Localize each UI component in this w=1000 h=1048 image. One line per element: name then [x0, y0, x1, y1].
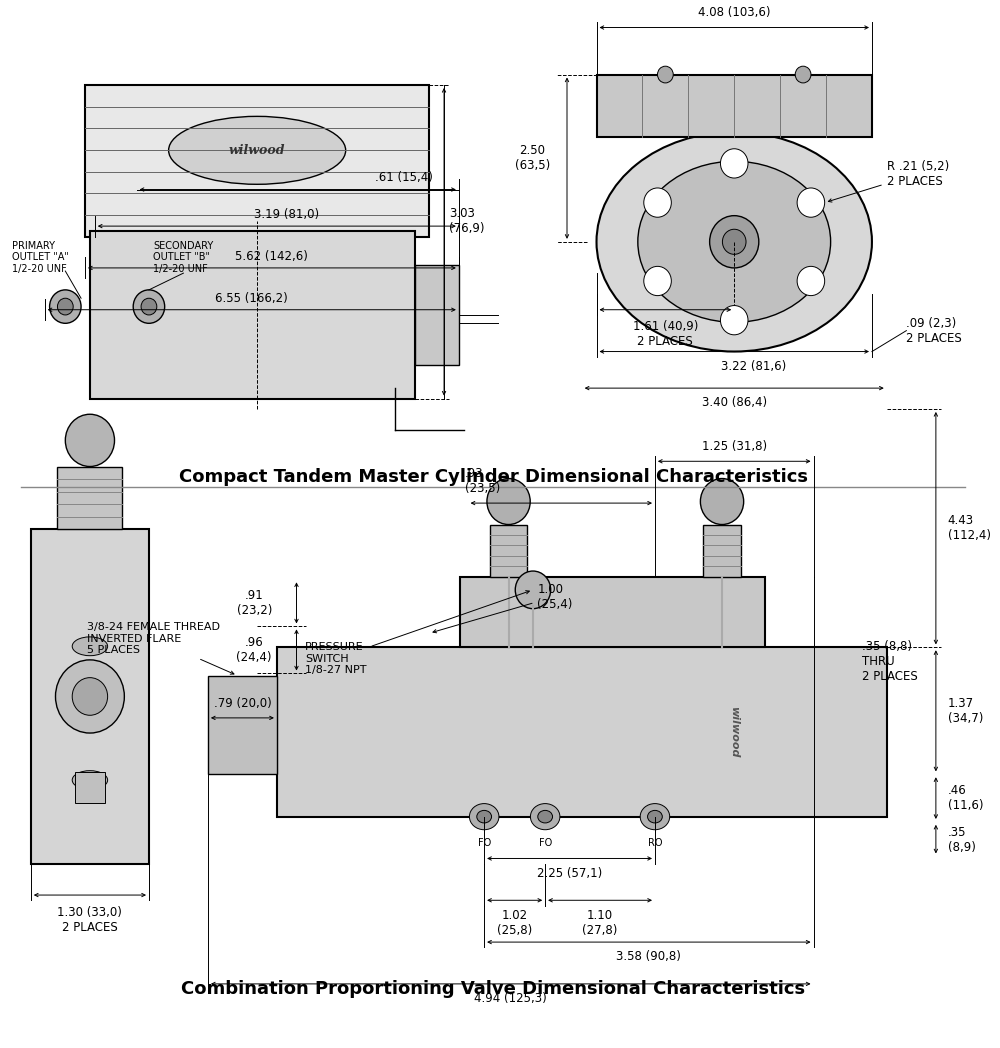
Text: wilwood: wilwood — [729, 706, 739, 758]
Circle shape — [50, 290, 81, 324]
Circle shape — [720, 306, 748, 334]
Ellipse shape — [530, 804, 560, 830]
Circle shape — [797, 266, 825, 296]
Text: 2.50
(63,5): 2.50 (63,5) — [515, 145, 550, 172]
Text: .35 (8,8)
THRU
2 PLACES: .35 (8,8) THRU 2 PLACES — [862, 640, 918, 683]
Circle shape — [72, 678, 108, 716]
Circle shape — [133, 290, 165, 324]
FancyBboxPatch shape — [490, 524, 527, 576]
Circle shape — [65, 414, 115, 466]
Text: 4.94 (125,3): 4.94 (125,3) — [474, 992, 547, 1005]
Circle shape — [141, 299, 157, 315]
Text: FO: FO — [539, 837, 552, 848]
Circle shape — [720, 149, 748, 178]
Text: 1.30 (33,0)
2 PLACES: 1.30 (33,0) 2 PLACES — [57, 905, 122, 934]
Ellipse shape — [638, 161, 831, 323]
Text: .96
(24,4): .96 (24,4) — [236, 636, 272, 664]
Text: 3.19 (81,0): 3.19 (81,0) — [254, 208, 319, 221]
Ellipse shape — [640, 804, 670, 830]
Text: 6.55 (166,2): 6.55 (166,2) — [215, 291, 288, 305]
Text: .09 (2,3)
2 PLACES: .09 (2,3) 2 PLACES — [906, 316, 962, 345]
Text: FO: FO — [478, 837, 491, 848]
Text: 1.61 (40,9)
2 PLACES: 1.61 (40,9) 2 PLACES — [633, 321, 698, 348]
Circle shape — [710, 216, 759, 268]
Circle shape — [700, 479, 744, 524]
Circle shape — [644, 188, 671, 217]
Text: 4.43
(112,4): 4.43 (112,4) — [948, 515, 991, 542]
Ellipse shape — [538, 810, 553, 823]
Text: wilwood: wilwood — [229, 144, 285, 157]
Text: .91
(23,2): .91 (23,2) — [237, 589, 272, 617]
FancyBboxPatch shape — [208, 676, 277, 774]
Text: .93
(23,5): .93 (23,5) — [465, 466, 500, 495]
Ellipse shape — [169, 116, 346, 184]
FancyBboxPatch shape — [90, 232, 415, 398]
Text: 1.37
(34,7): 1.37 (34,7) — [948, 697, 983, 725]
Text: RO: RO — [648, 837, 662, 848]
Ellipse shape — [469, 804, 499, 830]
Ellipse shape — [597, 132, 872, 351]
Text: SECONDARY
OUTLET "B"
1/2-20 UNF: SECONDARY OUTLET "B" 1/2-20 UNF — [153, 241, 213, 275]
Text: 3.03
(76,9): 3.03 (76,9) — [449, 206, 484, 235]
Text: 1.00
(25,4): 1.00 (25,4) — [433, 583, 573, 633]
Text: 2.25 (57,1): 2.25 (57,1) — [537, 867, 602, 880]
Text: 3.40 (86,4): 3.40 (86,4) — [702, 396, 767, 410]
Text: .61 (15,4): .61 (15,4) — [375, 171, 433, 184]
Text: 3/8-24 FEMALE THREAD
INVERTED FLARE
5 PLACES: 3/8-24 FEMALE THREAD INVERTED FLARE 5 PL… — [87, 623, 234, 674]
Circle shape — [797, 188, 825, 217]
Text: 3.58 (90,8): 3.58 (90,8) — [616, 951, 681, 963]
Text: Compact Tandem Master Cylinder Dimensional Characteristics: Compact Tandem Master Cylinder Dimension… — [179, 468, 808, 486]
Text: PRIMARY
OUTLET "A"
1/2-20 UNF: PRIMARY OUTLET "A" 1/2-20 UNF — [12, 241, 69, 275]
Circle shape — [644, 266, 671, 296]
Ellipse shape — [72, 770, 108, 789]
Text: 1.10
(27,8): 1.10 (27,8) — [582, 909, 618, 937]
Text: 3.22 (81,6): 3.22 (81,6) — [721, 359, 787, 373]
Circle shape — [487, 479, 530, 524]
Text: PRESSURE
SWITCH
1/8-27 NPT: PRESSURE SWITCH 1/8-27 NPT — [305, 591, 529, 675]
Circle shape — [795, 66, 811, 83]
Ellipse shape — [477, 810, 492, 823]
Circle shape — [657, 66, 673, 83]
Text: 1.02
(25,8): 1.02 (25,8) — [497, 909, 532, 937]
FancyBboxPatch shape — [277, 648, 887, 816]
FancyBboxPatch shape — [31, 529, 149, 864]
Circle shape — [722, 230, 746, 255]
FancyBboxPatch shape — [75, 772, 105, 804]
Ellipse shape — [72, 704, 108, 722]
FancyBboxPatch shape — [85, 85, 429, 237]
FancyBboxPatch shape — [415, 265, 459, 365]
Text: R .21 (5,2)
2 PLACES: R .21 (5,2) 2 PLACES — [828, 160, 949, 202]
FancyBboxPatch shape — [57, 466, 122, 529]
Text: Combination Proportioning Valve Dimensional Characteristics: Combination Proportioning Valve Dimensio… — [181, 980, 805, 998]
FancyBboxPatch shape — [703, 524, 741, 576]
FancyBboxPatch shape — [597, 74, 872, 137]
Text: 1.25 (31,8): 1.25 (31,8) — [702, 440, 767, 453]
Text: .46
(11,6): .46 (11,6) — [948, 784, 983, 812]
Circle shape — [515, 571, 551, 609]
Ellipse shape — [72, 637, 108, 656]
Circle shape — [55, 660, 124, 733]
Text: 5.62 (142,6): 5.62 (142,6) — [235, 249, 308, 263]
Circle shape — [57, 299, 73, 315]
Text: .79 (20,0): .79 (20,0) — [214, 697, 271, 709]
FancyBboxPatch shape — [460, 576, 765, 648]
Text: .35
(8,9): .35 (8,9) — [948, 826, 976, 854]
Ellipse shape — [648, 810, 662, 823]
Text: 4.08 (103,6): 4.08 (103,6) — [698, 6, 770, 19]
